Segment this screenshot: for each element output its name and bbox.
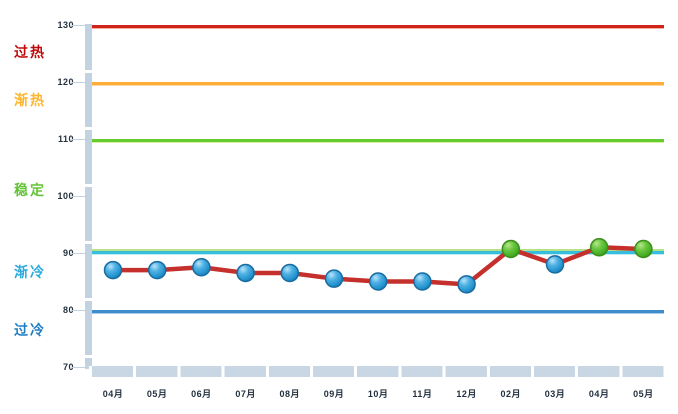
data-point-marker bbox=[368, 272, 388, 291]
data-point-marker bbox=[413, 272, 432, 291]
data-point-marker bbox=[634, 239, 653, 259]
data-point-marker bbox=[501, 239, 521, 259]
x-axis-label: 04月 bbox=[588, 389, 610, 399]
zone-label-4: 渐冷 bbox=[14, 264, 46, 280]
x-axis-label: 03月 bbox=[544, 389, 566, 399]
threshold-line-110 bbox=[92, 139, 664, 143]
zone-label-5: 过冷 bbox=[14, 322, 46, 338]
threshold-band bbox=[92, 253, 664, 255]
y-axis-bar bbox=[85, 24, 92, 369]
x-axis-label: 10月 bbox=[367, 389, 389, 399]
y-tick-label: 110 bbox=[57, 134, 74, 144]
x-axis-label: 11月 bbox=[412, 389, 433, 399]
y-tick-label: 120 bbox=[57, 77, 74, 87]
y-tick-mark bbox=[72, 195, 85, 197]
threshold-band bbox=[92, 310, 664, 313]
y-tick-mark bbox=[72, 24, 85, 26]
x-axis-label: 06月 bbox=[191, 389, 212, 399]
threshold-band bbox=[92, 312, 664, 314]
threshold-band bbox=[92, 141, 664, 143]
threshold-band bbox=[92, 25, 664, 28]
threshold-band bbox=[92, 251, 664, 254]
y-tick-label: 130 bbox=[57, 20, 74, 30]
threshold-line-90 bbox=[92, 249, 664, 255]
data-point-marker bbox=[324, 269, 344, 288]
y-tick-mark bbox=[72, 309, 85, 311]
threshold-line-80 bbox=[92, 310, 664, 314]
threshold-band bbox=[92, 249, 664, 251]
y-tick-mark bbox=[72, 138, 85, 140]
x-axis-label: 08月 bbox=[279, 389, 301, 399]
y-tick-label: 90 bbox=[62, 248, 74, 258]
x-axis-label: 02月 bbox=[500, 389, 522, 399]
threshold-band bbox=[92, 82, 664, 85]
data-point-marker bbox=[589, 238, 609, 257]
x-axis-label: 05月 bbox=[633, 389, 654, 399]
data-point-marker bbox=[280, 263, 300, 283]
threshold-band bbox=[92, 27, 664, 29]
data-point-marker bbox=[103, 260, 123, 280]
x-axis-label: 12月 bbox=[456, 389, 477, 399]
data-point-marker bbox=[545, 255, 565, 274]
threshold-line-120 bbox=[92, 82, 664, 86]
data-point-marker bbox=[192, 258, 211, 277]
y-tick-mark bbox=[72, 252, 85, 254]
x-axis-label: 05月 bbox=[146, 389, 168, 399]
threshold-line-130 bbox=[92, 25, 664, 29]
x-axis-label: 04月 bbox=[102, 389, 124, 399]
x-axis-bar bbox=[89, 366, 665, 377]
y-tick-mark bbox=[72, 81, 85, 83]
x-axis-label: 07月 bbox=[235, 389, 256, 399]
zone-label-1: 过热 bbox=[14, 44, 46, 60]
y-tick-mark bbox=[72, 366, 85, 368]
data-point-marker bbox=[147, 260, 167, 280]
y-tick-label: 80 bbox=[62, 305, 74, 315]
y-tick-label: 70 bbox=[62, 362, 74, 372]
zone-label-2: 渐热 bbox=[14, 92, 46, 108]
data-point-marker bbox=[236, 263, 255, 283]
threshold-band bbox=[92, 139, 664, 142]
x-axis-label: 09月 bbox=[323, 389, 345, 399]
data-point-marker bbox=[457, 275, 476, 294]
y-tick-label: 100 bbox=[57, 191, 74, 201]
threshold-band bbox=[92, 84, 664, 86]
zone-label-3: 稳定 bbox=[14, 182, 46, 198]
